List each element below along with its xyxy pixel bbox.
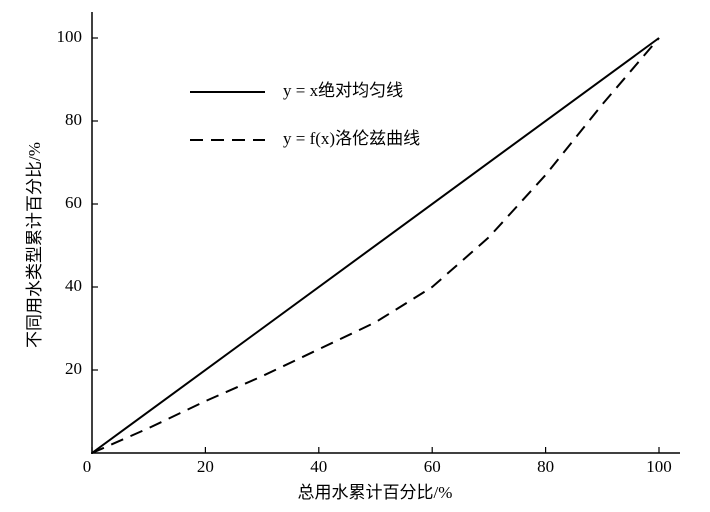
x-tick-label: 100: [646, 457, 672, 476]
y-tick-label: 20: [65, 359, 82, 378]
x-tick-label: 80: [537, 457, 554, 476]
y-tick-label: 60: [65, 193, 82, 212]
y-tick-label: 100: [57, 27, 83, 46]
x-tick-label: 40: [310, 457, 327, 476]
x-tick-label: 60: [424, 457, 441, 476]
y-tick-label: 80: [65, 110, 82, 129]
x-tick-label: 20: [197, 457, 214, 476]
legend-label: y = f(x)洛伦兹曲线: [283, 129, 420, 148]
line-series: [91, 37, 660, 454]
x-tick-label: 0: [83, 457, 92, 476]
line-series: [91, 37, 660, 454]
y-axis-label: 不同用水类型累计百分比/%: [25, 142, 44, 348]
x-axis-label: 总用水累计百分比/%: [298, 483, 453, 502]
y-tick-label: 40: [65, 276, 82, 295]
legend-label: y = x绝对均匀线: [283, 81, 403, 100]
